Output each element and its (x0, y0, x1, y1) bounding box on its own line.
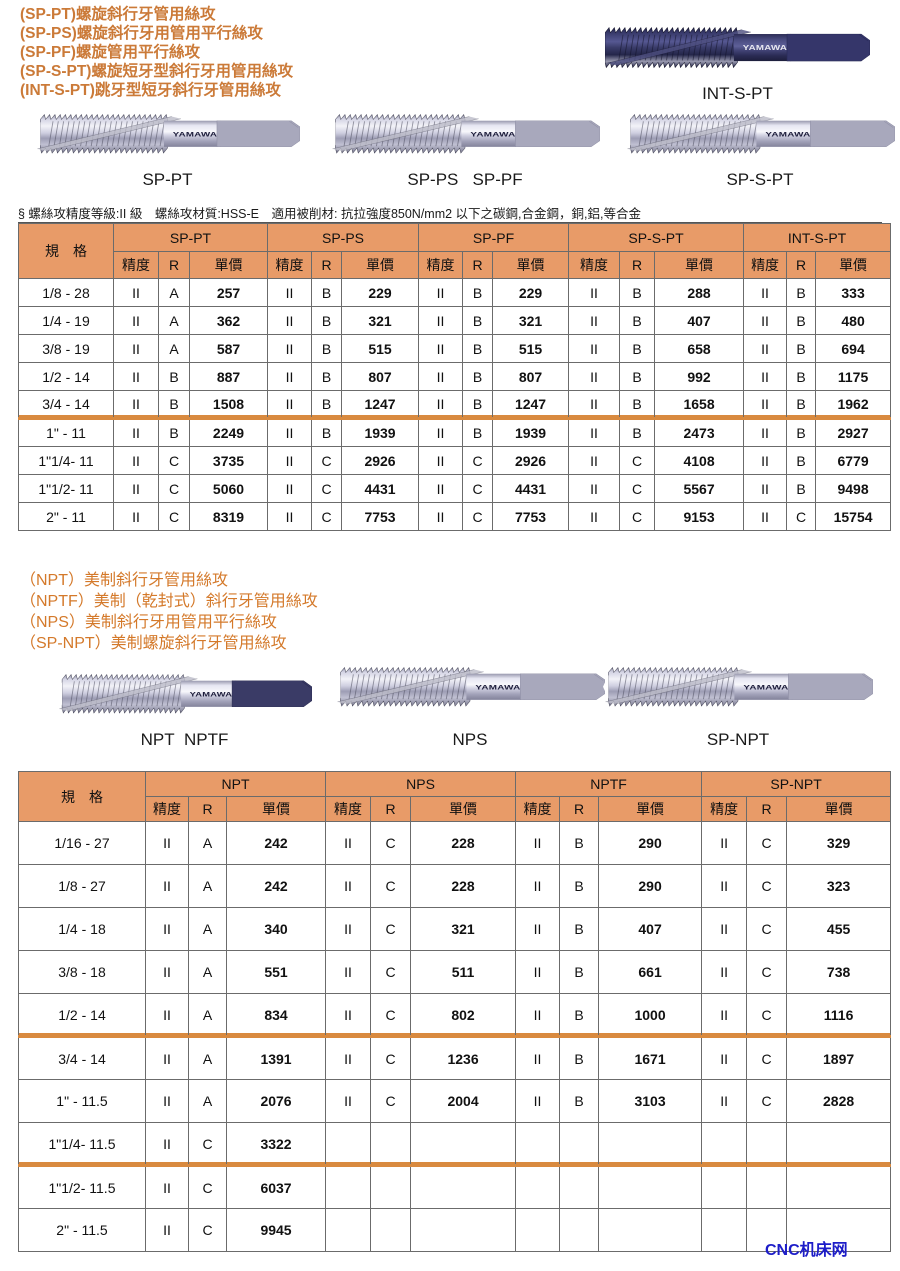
svg-text:YAMAWA: YAMAWA (190, 690, 233, 698)
svg-text:YAMAWA: YAMAWA (765, 130, 810, 138)
svg-text:YAMAWA: YAMAWA (743, 683, 788, 691)
svg-text:YAMAWA: YAMAWA (475, 683, 520, 691)
svg-text:YAMAWA: YAMAWA (173, 130, 217, 138)
svg-text:YAMAWA: YAMAWA (743, 43, 787, 51)
svg-text:YAMAWA: YAMAWA (470, 130, 515, 138)
